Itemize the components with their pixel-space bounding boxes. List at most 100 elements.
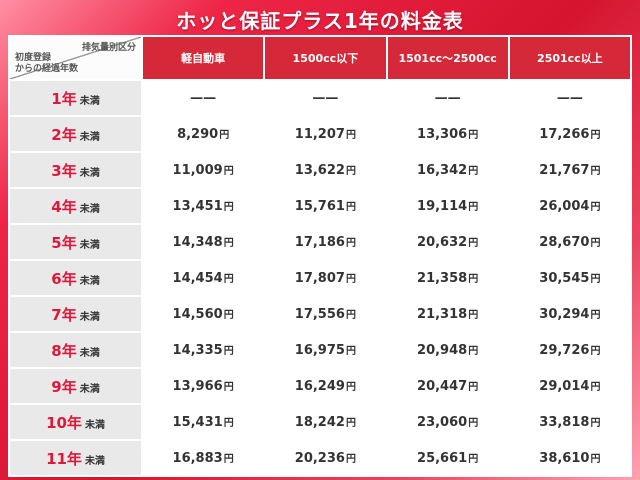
header-row: 排気量別区分 初度登録 からの経過年数 軽自動車 1500cc以下 1501cc… — [10, 37, 630, 79]
price-cell: —— — [143, 81, 264, 115]
row-year-label: 10年 — [46, 413, 82, 432]
price-cell: 11,207円 — [265, 117, 386, 151]
corner-bottom-label: 初度登録 からの経過年数 — [15, 53, 78, 76]
price-table: 排気量別区分 初度登録 からの経過年数 軽自動車 1500cc以下 1501cc… — [8, 35, 632, 477]
price-cell: 14,335円 — [143, 333, 264, 367]
row-label: 3年 未満 — [10, 153, 141, 187]
corner-bottom-line2: からの経過年数 — [15, 64, 79, 75]
price-cell: 8,290円 — [143, 117, 264, 151]
price-cell: —— — [265, 81, 386, 115]
price-cell: 29,014円 — [509, 369, 630, 403]
corner-bottom-line1: 初度登録 — [15, 52, 52, 63]
price-cell: 13,451円 — [143, 189, 264, 223]
table-row: 8年 未満 14,335円 16,975円 20,948円 29,726円 — [10, 333, 630, 367]
row-label: 1年 未満 — [10, 81, 141, 115]
row-label: 2年 未満 — [10, 117, 141, 151]
table-row: 9年 未満 13,966円 16,249円 20,447円 29,014円 — [10, 369, 630, 403]
row-label: 4年 未満 — [10, 189, 141, 223]
price-cell: 26,004円 — [509, 189, 630, 223]
row-year-label: 1年 — [51, 89, 77, 108]
price-cell: 17,807円 — [265, 261, 386, 295]
row-label: 11年 未満 — [10, 441, 141, 475]
price-cell: 16,342円 — [387, 153, 508, 187]
price-cell: 17,186円 — [265, 225, 386, 259]
row-year-label: 4年 — [51, 197, 77, 216]
price-cell: 23,060円 — [387, 405, 508, 439]
corner-cell: 排気量別区分 初度登録 からの経過年数 — [10, 37, 141, 79]
price-cell: 19,114円 — [387, 189, 508, 223]
price-cell: 18,242円 — [265, 405, 386, 439]
price-cell: 16,249円 — [265, 369, 386, 403]
price-cell: 16,883円 — [143, 441, 264, 475]
column-header-2501cc: 2501cc以上 — [509, 37, 630, 79]
price-cell: 14,348円 — [143, 225, 264, 259]
row-label: 9年 未満 — [10, 369, 141, 403]
row-year-label: 9年 — [51, 377, 77, 396]
price-cell: 20,632円 — [387, 225, 508, 259]
price-cell: 14,454円 — [143, 261, 264, 295]
table-row: 10年 未満 15,431円 18,242円 23,060円 33,818円 — [10, 405, 630, 439]
table-row: 3年 未満 11,009円 13,622円 16,342円 21,767円 — [10, 153, 630, 187]
price-cell: 28,670円 — [509, 225, 630, 259]
table-row: 7年 未満 14,560円 17,556円 21,318円 30,294円 — [10, 297, 630, 331]
price-cell: 13,966円 — [143, 369, 264, 403]
column-header-kei: 軽自動車 — [143, 37, 264, 79]
row-label: 10年 未満 — [10, 405, 141, 439]
row-suffix-label: 未満 — [79, 203, 100, 215]
column-header-1501-2500cc: 1501cc〜2500cc — [387, 37, 508, 79]
price-cell: 11,009円 — [143, 153, 264, 187]
price-cell: 20,447円 — [387, 369, 508, 403]
row-suffix-label: 未満 — [84, 455, 105, 467]
table-row: 1年 未満 —— —— —— —— — [10, 81, 630, 115]
price-cell: 14,560円 — [143, 297, 264, 331]
row-year-label: 6年 — [51, 269, 77, 288]
row-suffix-label: 未満 — [79, 311, 100, 323]
price-cell: 21,767円 — [509, 153, 630, 187]
price-cell: 25,661円 — [387, 441, 508, 475]
table-row: 5年 未満 14,348円 17,186円 20,632円 28,670円 — [10, 225, 630, 259]
row-label: 6年 未満 — [10, 261, 141, 295]
price-cell: 33,818円 — [509, 405, 630, 439]
table-row: 6年 未満 14,454円 17,807円 21,358円 30,545円 — [10, 261, 630, 295]
price-cell: 17,266円 — [509, 117, 630, 151]
row-suffix-label: 未満 — [84, 419, 105, 431]
price-cell: 30,545円 — [509, 261, 630, 295]
row-suffix-label: 未満 — [79, 95, 100, 107]
price-cell: 17,556円 — [265, 297, 386, 331]
row-suffix-label: 未満 — [79, 239, 100, 251]
price-cell: 21,358円 — [387, 261, 508, 295]
price-cell: 29,726円 — [509, 333, 630, 367]
row-year-label: 5年 — [51, 233, 77, 252]
row-label: 8年 未満 — [10, 333, 141, 367]
price-cell: 30,294円 — [509, 297, 630, 331]
price-cell: 38,610円 — [509, 441, 630, 475]
row-suffix-label: 未満 — [79, 167, 100, 179]
table-row: 2年 未満 8,290円 11,207円 13,306円 17,266円 — [10, 117, 630, 151]
row-year-label: 7年 — [51, 305, 77, 324]
price-cell: 21,318円 — [387, 297, 508, 331]
price-cell: 20,236円 — [265, 441, 386, 475]
row-year-label: 8年 — [51, 341, 77, 360]
table-row: 11年 未満 16,883円 20,236円 25,661円 38,610円 — [10, 441, 630, 475]
row-label: 7年 未満 — [10, 297, 141, 331]
price-cell: —— — [509, 81, 630, 115]
row-year-label: 3年 — [51, 161, 77, 180]
price-cell: 13,622円 — [265, 153, 386, 187]
row-year-label: 2年 — [51, 125, 77, 144]
row-year-label: 11年 — [46, 449, 82, 468]
corner-top-label: 排気量別区分 — [81, 43, 136, 53]
price-cell: 13,306円 — [387, 117, 508, 151]
price-cell: —— — [387, 81, 508, 115]
price-cell: 20,948円 — [387, 333, 508, 367]
row-suffix-label: 未満 — [79, 275, 100, 287]
row-suffix-label: 未満 — [79, 347, 100, 359]
price-cell: 15,761円 — [265, 189, 386, 223]
price-cell: 15,431円 — [143, 405, 264, 439]
price-cell: 16,975円 — [265, 333, 386, 367]
column-header-1500cc: 1500cc以下 — [265, 37, 386, 79]
page-title: ホッと保証プラス1年の料金表 — [176, 9, 464, 33]
row-suffix-label: 未満 — [79, 383, 100, 395]
row-label: 5年 未満 — [10, 225, 141, 259]
table-row: 4年 未満 13,451円 15,761円 19,114円 26,004円 — [10, 189, 630, 223]
row-suffix-label: 未満 — [79, 131, 100, 143]
